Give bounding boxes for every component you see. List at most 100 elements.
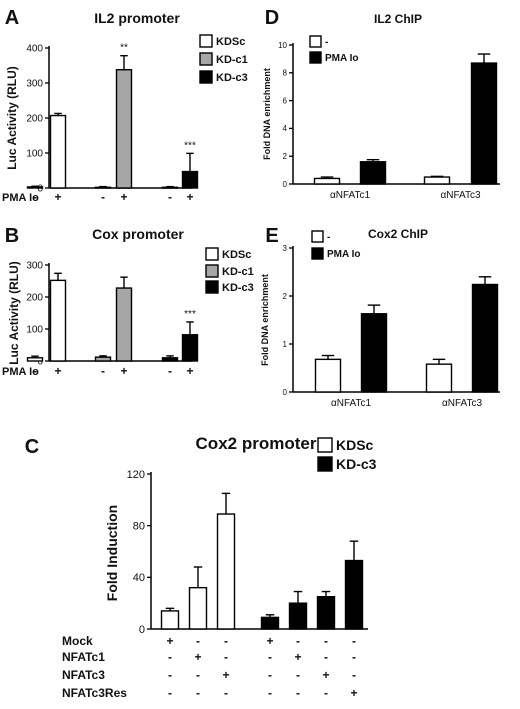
legend-label: KD-c3 xyxy=(336,456,377,472)
condition-sign: - xyxy=(224,650,228,664)
y-tick-label: 400 xyxy=(26,44,43,55)
bar xyxy=(288,602,308,630)
bar xyxy=(188,586,208,630)
condition-row-label: Mock xyxy=(62,634,93,648)
condition-sign: + xyxy=(120,364,127,378)
significance-label: ** xyxy=(120,43,128,54)
condition-sign: + xyxy=(54,190,61,204)
bar xyxy=(49,114,67,189)
legend-swatch xyxy=(205,264,219,278)
y-tick-label: 2 xyxy=(283,292,288,301)
chart-title: Cox2 promoter xyxy=(196,434,317,453)
y-tick-label: 200 xyxy=(26,114,43,125)
legend-swatch xyxy=(311,247,324,260)
bar xyxy=(316,596,336,630)
significance-label: *** xyxy=(184,309,196,320)
legend-label: KD-c1 xyxy=(222,266,254,278)
panel-letter: D xyxy=(265,7,279,29)
bar xyxy=(161,186,179,189)
panel-letter: C xyxy=(25,436,39,458)
y-axis-label: Fold Induction xyxy=(104,505,120,601)
condition-row-label: NFATc1 xyxy=(62,650,105,664)
y-tick-label: 0 xyxy=(283,388,288,397)
condition-sign: - xyxy=(101,190,105,204)
bar xyxy=(26,357,44,362)
condition-sign: - xyxy=(324,634,328,648)
legend-swatch xyxy=(205,280,219,294)
legend-label: - xyxy=(327,232,330,243)
x-category-label: αNFATc1 xyxy=(330,190,370,201)
y-tick-label: 10 xyxy=(278,41,287,50)
bar xyxy=(160,610,180,630)
condition-sign: + xyxy=(166,634,173,648)
condition-sign: - xyxy=(268,686,272,700)
y-axis-label: Fold DNA enrichment xyxy=(262,68,272,160)
legend-swatch xyxy=(199,70,213,84)
y-tick-label: 40 xyxy=(133,572,145,584)
y-tick-label: 100 xyxy=(26,325,43,336)
y-tick-label: 1 xyxy=(283,340,288,349)
bar xyxy=(359,161,387,185)
legend-label: KDSc xyxy=(222,249,251,261)
condition-sign: - xyxy=(101,364,105,378)
legend-label: PMA Io xyxy=(325,53,359,64)
bar xyxy=(344,559,364,630)
bar xyxy=(423,176,451,185)
y-tick-label: 0 xyxy=(139,624,145,636)
panel-letter: E xyxy=(265,225,278,247)
legend-swatch xyxy=(199,52,213,66)
condition-row-label: NFATc3Res xyxy=(62,686,127,700)
y-tick-label: 100 xyxy=(26,149,43,160)
bar xyxy=(94,186,112,189)
condition-sign: - xyxy=(324,686,328,700)
y-axis-label: Luc Activity (RLU) xyxy=(7,261,21,365)
bar xyxy=(425,363,453,393)
y-tick-label: 3 xyxy=(283,244,288,253)
condition-sign: + xyxy=(222,668,229,682)
condition-sign: - xyxy=(196,634,200,648)
bar xyxy=(161,357,179,362)
chart-title: IL2 ChIP xyxy=(374,12,422,26)
condition-sign: + xyxy=(194,650,201,664)
y-tick-label: 0 xyxy=(37,357,43,368)
legend-swatch xyxy=(317,437,333,453)
condition-sign: - xyxy=(196,668,200,682)
y-tick-label: 4 xyxy=(283,124,288,133)
y-tick-label: 0 xyxy=(37,184,43,195)
y-tick-label: 120 xyxy=(127,469,145,481)
condition-sign: - xyxy=(196,686,200,700)
bar xyxy=(216,513,236,630)
bar xyxy=(115,287,133,362)
condition-sign: + xyxy=(322,668,329,682)
condition-sign: - xyxy=(33,190,37,204)
condition-sign: - xyxy=(168,364,172,378)
condition-sign: - xyxy=(296,668,300,682)
condition-sign: - xyxy=(168,190,172,204)
significance-label: *** xyxy=(184,140,196,151)
legend-label: PMA Io xyxy=(327,249,361,260)
bar xyxy=(49,279,67,362)
y-tick-label: 80 xyxy=(133,521,145,533)
y-tick-label: 0 xyxy=(283,180,288,189)
x-category-label: αNFATc3 xyxy=(440,190,480,201)
y-axis-label: Luc Activity (RLU) xyxy=(5,66,19,170)
condition-sign: - xyxy=(224,634,228,648)
condition-sign: - xyxy=(352,650,356,664)
bar xyxy=(94,356,112,362)
y-tick-label: 6 xyxy=(283,96,288,105)
bar xyxy=(314,358,342,393)
legend-label: - xyxy=(325,37,328,48)
bar xyxy=(181,334,199,362)
condition-sign: - xyxy=(168,668,172,682)
condition-row-label: PMA Io xyxy=(2,192,39,204)
legend-label: KDSc xyxy=(216,36,245,48)
bar xyxy=(115,68,133,189)
condition-sign: + xyxy=(294,650,301,664)
bar xyxy=(313,177,341,185)
y-axis-label: Fold DNA enrichment xyxy=(260,274,270,366)
chart-title: Cox promoter xyxy=(92,226,184,242)
y-tick-label: 2 xyxy=(283,152,288,161)
legend-swatch xyxy=(205,247,219,261)
y-tick-label: 300 xyxy=(26,261,43,272)
